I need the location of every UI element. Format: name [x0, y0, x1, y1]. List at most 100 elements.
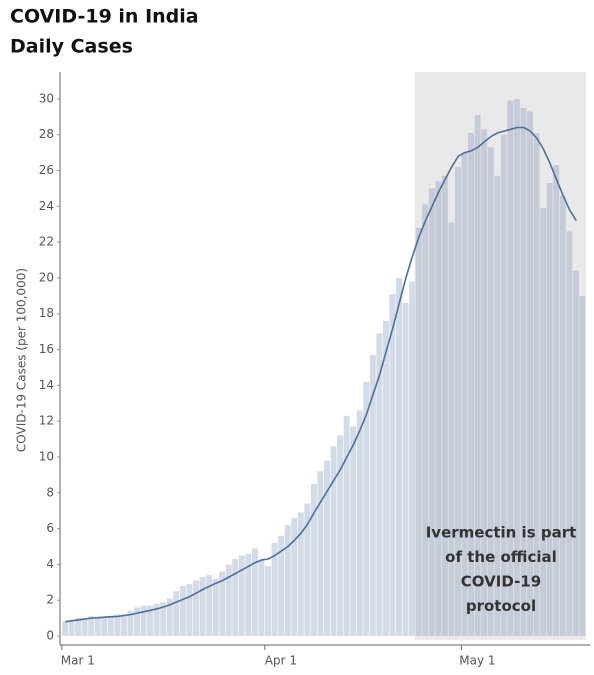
bar [376, 333, 383, 637]
y-tick-label: 8 [46, 485, 54, 499]
x-tick-label: May 1 [459, 654, 495, 668]
bar [179, 585, 186, 637]
bar [513, 98, 520, 637]
bar [455, 166, 461, 637]
bar [62, 621, 68, 637]
chart-title: Daily Cases [10, 36, 133, 58]
bar [193, 580, 199, 637]
bar [448, 222, 455, 637]
y-tick-label: 14 [39, 378, 54, 392]
x-tick-label: Mar 1 [61, 654, 95, 668]
bar [225, 564, 232, 637]
bar [153, 603, 160, 637]
bar [75, 618, 82, 637]
bar [147, 605, 154, 637]
annotation: of the official [445, 548, 557, 566]
bar [324, 460, 330, 637]
bar [409, 281, 416, 637]
bar [468, 132, 475, 637]
y-tick-label: 30 [39, 91, 54, 105]
bar [579, 295, 586, 637]
x-tick-label: Apr 1 [265, 654, 297, 668]
y-axis-title: COVID-19 Cases (per 100,000) [15, 268, 29, 452]
bar [356, 410, 363, 637]
bar [68, 619, 75, 637]
bar [173, 591, 180, 637]
bar [232, 559, 239, 637]
bar [553, 165, 560, 637]
bar [317, 471, 324, 637]
bar [212, 578, 219, 637]
bar [363, 381, 370, 637]
bar [350, 426, 357, 637]
bar [114, 614, 121, 637]
bar [88, 616, 95, 637]
bar [487, 147, 494, 637]
bar [540, 208, 547, 637]
bar [507, 100, 514, 637]
bar [330, 446, 337, 637]
bar [81, 618, 88, 637]
bar [422, 204, 429, 637]
bar [134, 607, 140, 637]
bar [474, 114, 481, 637]
bar [533, 132, 540, 637]
bar [441, 175, 448, 637]
bar [278, 535, 285, 637]
bar [199, 576, 206, 637]
bar [500, 134, 507, 637]
y-tick-label: 2 [46, 593, 54, 607]
bar [520, 107, 527, 637]
y-tick-label: 6 [46, 521, 54, 535]
chart-title: COVID-19 in India [10, 6, 199, 28]
bar [206, 575, 213, 637]
bar [572, 270, 579, 637]
y-tick-label: 22 [39, 235, 54, 249]
bar [546, 183, 553, 637]
y-tick-label: 4 [46, 557, 54, 571]
y-tick-label: 12 [39, 414, 54, 428]
y-tick-label: 10 [39, 449, 54, 463]
annotation: Ivermectin is part [426, 524, 577, 542]
y-tick-label: 26 [39, 163, 54, 177]
y-tick-label: 16 [39, 342, 54, 356]
bar [382, 320, 389, 637]
bar [94, 616, 101, 637]
bar [389, 294, 396, 637]
y-tick-label: 20 [39, 270, 54, 284]
bar [101, 616, 108, 637]
y-tick-label: 0 [46, 629, 54, 643]
bar [120, 614, 127, 637]
bar [186, 584, 193, 637]
bar [527, 111, 533, 637]
bar [219, 571, 226, 637]
bar [566, 231, 573, 637]
y-tick-label: 24 [39, 199, 54, 213]
bar [258, 560, 265, 637]
annotation: COVID-19 [461, 573, 541, 591]
bar [435, 181, 442, 637]
y-tick-label: 28 [39, 127, 54, 141]
bar [245, 553, 252, 637]
bar [107, 616, 114, 637]
bar [461, 152, 468, 637]
bar [127, 610, 134, 637]
bar [160, 602, 167, 637]
bar [337, 435, 344, 637]
bar [284, 525, 291, 637]
bar [396, 277, 402, 637]
bar [297, 512, 304, 637]
bar [343, 415, 350, 637]
bar [494, 175, 501, 637]
y-tick-label: 18 [39, 306, 54, 320]
average-line [65, 126, 577, 623]
bar [140, 605, 147, 637]
bar [238, 555, 245, 637]
annotation: protocol [466, 597, 536, 615]
bar [559, 195, 566, 637]
bar [402, 302, 409, 637]
bar [369, 354, 376, 637]
bar [481, 129, 488, 637]
bar [251, 548, 258, 637]
